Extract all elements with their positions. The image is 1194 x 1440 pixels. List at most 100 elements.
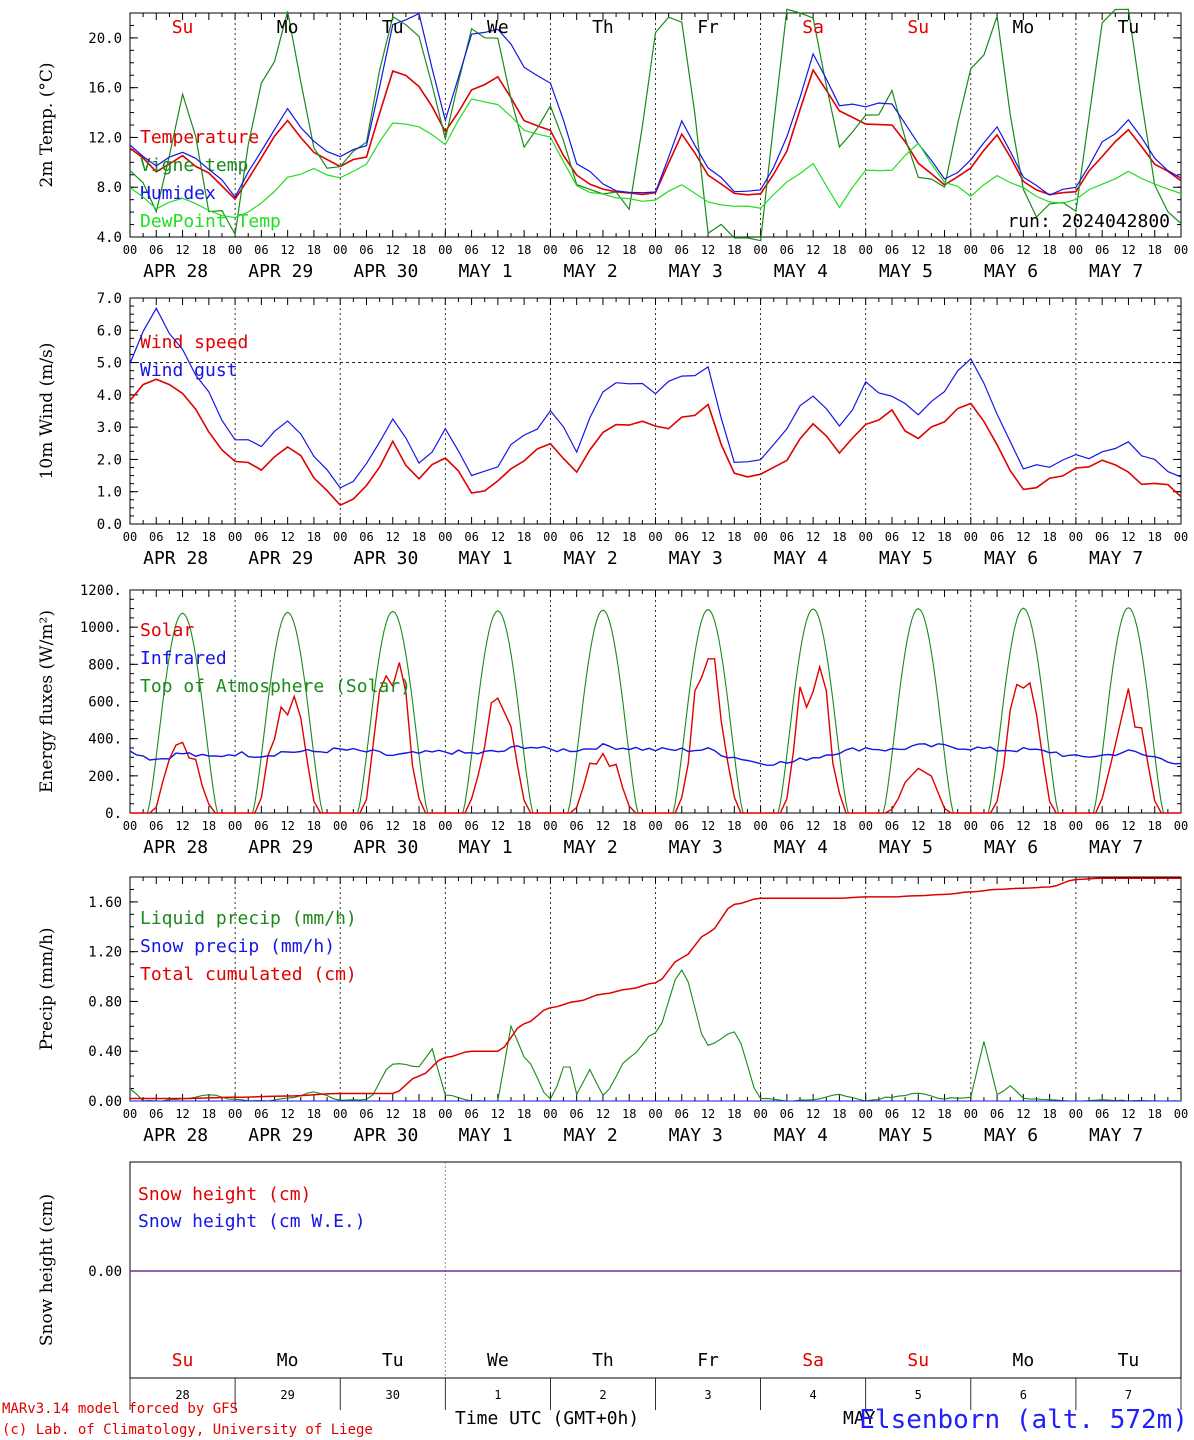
hour-label: 00 <box>123 819 137 833</box>
date-label: MAY 5 <box>879 837 933 858</box>
date-label: MAY 4 <box>774 548 828 569</box>
hour-label: 18 <box>1147 530 1161 544</box>
hour-label: 12 <box>1121 243 1135 257</box>
day-number: 7 <box>1125 1388 1132 1402</box>
hour-label: 18 <box>937 1107 951 1121</box>
hour-label: 18 <box>1042 1107 1056 1121</box>
hour-label: 12 <box>280 243 294 257</box>
hour-label: 06 <box>1095 530 1109 544</box>
hour-label: 12 <box>596 819 610 833</box>
hour-label: 18 <box>517 243 531 257</box>
legend-entry: Infrared <box>140 648 227 669</box>
hour-label: 00 <box>543 243 557 257</box>
date-label: MAY 2 <box>564 837 618 858</box>
weekday-label-bottom: Fr <box>697 1350 719 1371</box>
hour-label: 12 <box>806 530 820 544</box>
hour-label: 00 <box>648 530 662 544</box>
series-line-temperature <box>129 68 1182 201</box>
hour-label: 12 <box>701 243 715 257</box>
hour-label: 06 <box>1095 1107 1109 1121</box>
y-tick-label: 20.0 <box>88 31 122 47</box>
weekday-label-bottom: Mo <box>277 1350 299 1371</box>
hour-label: 18 <box>832 1107 846 1121</box>
hour-label: 00 <box>228 1107 242 1121</box>
hour-label: 12 <box>806 243 820 257</box>
weekday-label: Su <box>907 17 929 38</box>
date-label: APR 29 <box>248 261 313 282</box>
hour-label: 06 <box>885 1107 899 1121</box>
hour-label: 18 <box>202 530 216 544</box>
date-label: MAY 6 <box>984 261 1038 282</box>
hour-label: 00 <box>858 243 872 257</box>
legend-entry: Temperature <box>140 127 259 148</box>
hour-label: 00 <box>964 819 978 833</box>
hour-label: 12 <box>596 1107 610 1121</box>
y-tick-label: 7.0 <box>97 291 122 307</box>
y-tick-label: 0.0 <box>97 517 122 533</box>
hour-label: 18 <box>412 530 426 544</box>
legend-entry: Solar <box>140 620 194 641</box>
y-tick-label: 0.00 <box>88 1094 122 1110</box>
legend-entry: Total cumulated (cm) <box>140 964 357 985</box>
hour-label: 12 <box>175 819 189 833</box>
day-number: 3 <box>704 1388 711 1402</box>
hour-label: 00 <box>964 1107 978 1121</box>
weekday-label: Tu <box>1118 17 1140 38</box>
hour-label: 06 <box>254 1107 268 1121</box>
date-label: MAY 1 <box>458 837 512 858</box>
x-axis-title: Time UTC (GMT+0h) <box>455 1408 639 1429</box>
hour-label: 12 <box>911 1107 925 1121</box>
hour-label: 18 <box>727 243 741 257</box>
day-number: 4 <box>810 1388 817 1402</box>
hour-label: 18 <box>727 530 741 544</box>
date-label: APR 29 <box>248 548 313 569</box>
hour-label: 12 <box>806 1107 820 1121</box>
hour-label: 00 <box>858 530 872 544</box>
weekday-label-bottom: Tu <box>1118 1350 1140 1371</box>
hour-label: 12 <box>1016 530 1030 544</box>
y-tick-label: 1.0 <box>97 485 122 501</box>
hour-label: 00 <box>333 1107 347 1121</box>
credit-line: MARv3.14 model forced by GFS <box>2 1401 238 1417</box>
hour-label: 00 <box>648 243 662 257</box>
date-label: MAY 6 <box>984 548 1038 569</box>
hour-label: 18 <box>832 819 846 833</box>
hour-label: 06 <box>569 243 583 257</box>
hour-label: 00 <box>438 530 452 544</box>
hour-label: 18 <box>1042 530 1056 544</box>
panel-5: 0.00 Snow height (cm) Snow height (cm) Snow… <box>37 1161 1182 1379</box>
hour-label: 12 <box>491 530 505 544</box>
date-label: MAY 3 <box>669 548 723 569</box>
panel-2: 0.0 1.0 2.0 3.0 4.0 5.0 6.0 7.0 10m Wind (m/s) 00… <box>37 291 1188 569</box>
hour-label: 06 <box>359 530 373 544</box>
hour-label: 18 <box>1147 243 1161 257</box>
day-number: 29 <box>280 1388 294 1402</box>
hour-label: 00 <box>1069 243 1083 257</box>
date-label: MAY 2 <box>564 548 618 569</box>
date-label: APR 30 <box>353 261 418 282</box>
y-tick-label: 1200. <box>80 583 122 599</box>
y-axis-label: 10m Wind (m/s) <box>37 343 57 480</box>
weekday-label-bottom: We <box>487 1350 509 1371</box>
run-label: run: 2024042800 <box>1007 211 1170 232</box>
hour-label: 06 <box>149 530 163 544</box>
hour-label: 12 <box>386 530 400 544</box>
series-line-humidex <box>129 12 1182 199</box>
hour-label: 00 <box>123 243 137 257</box>
legend-entry: Snow height (cm W.E.) <box>138 1211 366 1232</box>
hour-label: 18 <box>622 819 636 833</box>
legend-entry: Liquid precip (mm/h) <box>140 908 357 929</box>
hour-label: 00 <box>648 819 662 833</box>
weekday-label: Su <box>172 17 194 38</box>
hour-label: 12 <box>1121 819 1135 833</box>
hour-label: 06 <box>464 1107 478 1121</box>
hour-label: 18 <box>727 1107 741 1121</box>
date-label: APR 30 <box>353 548 418 569</box>
hour-label: 06 <box>359 819 373 833</box>
hour-label: 06 <box>569 819 583 833</box>
date-label: MAY 7 <box>1089 261 1143 282</box>
hour-label: 00 <box>543 1107 557 1121</box>
hour-label: 06 <box>675 530 689 544</box>
y-tick-label: 200. <box>88 769 122 785</box>
